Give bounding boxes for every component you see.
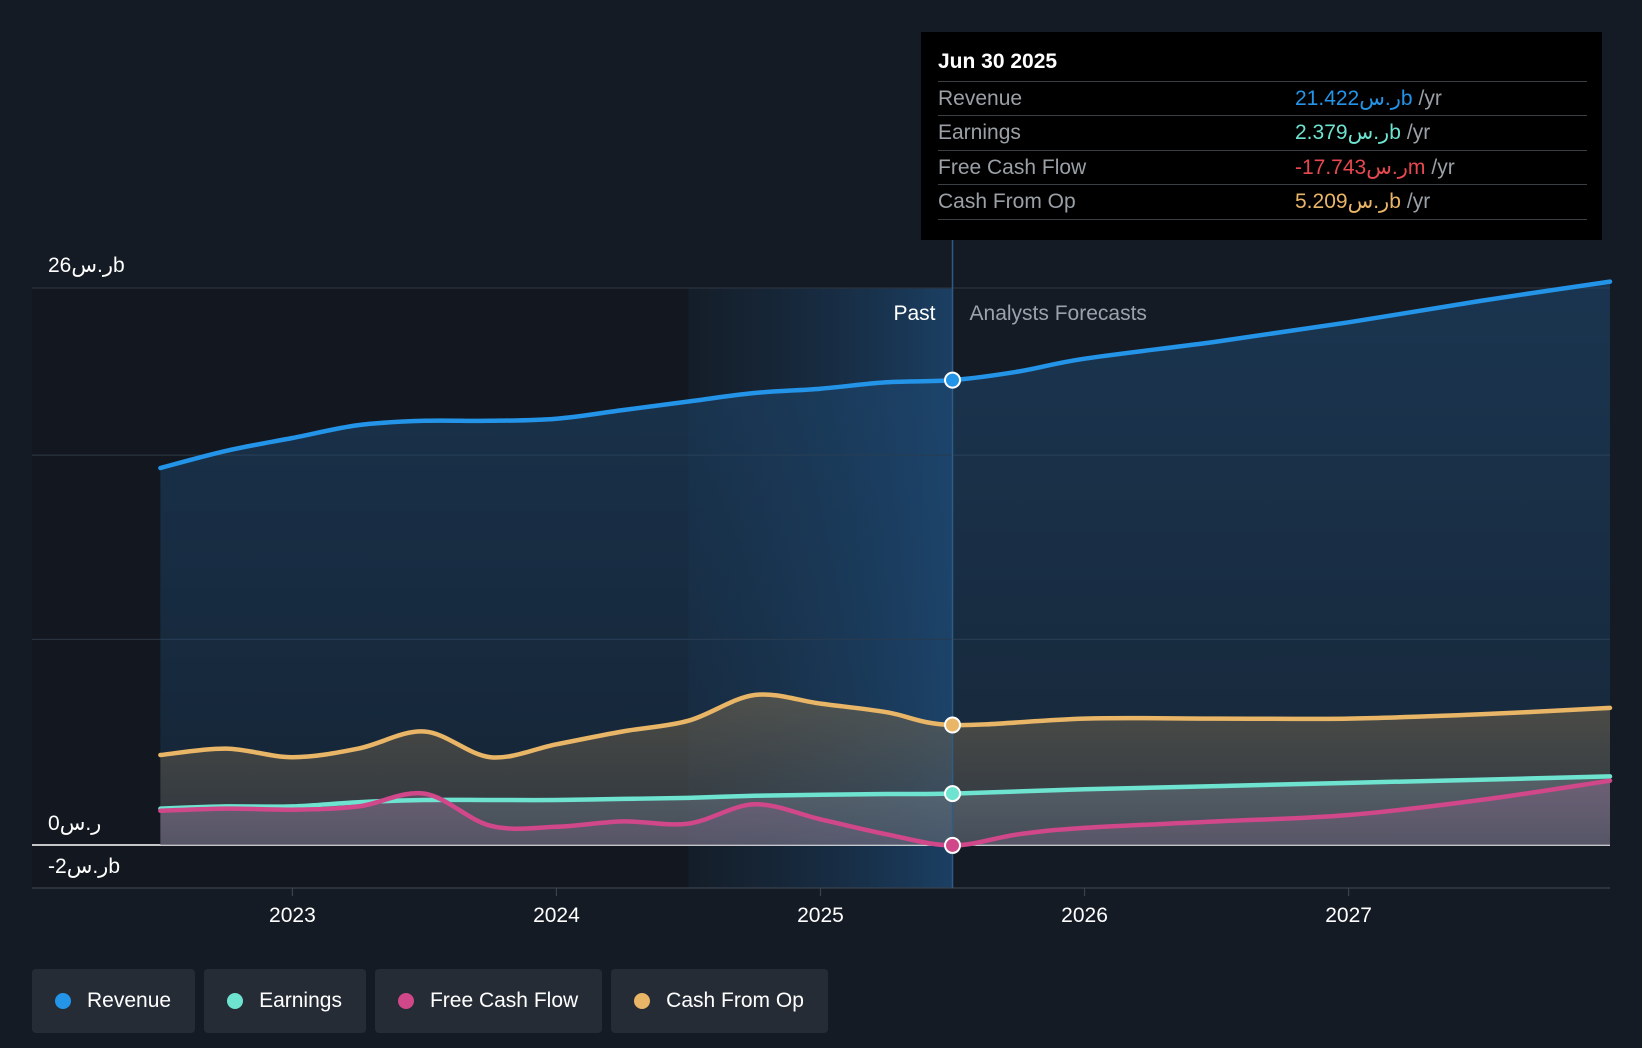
x-tick-label-3: 2026 [1061, 904, 1108, 927]
legend-dot-icon [55, 993, 71, 1009]
past-label: Past [893, 302, 935, 325]
tooltip-row-earnings: Earnings 2.379ر.سb/yr [938, 115, 1587, 150]
hover-markers [944, 371, 962, 854]
x-tick-label-1: 2024 [533, 904, 580, 927]
legend-label: Earnings [259, 989, 342, 1012]
tooltip-value-wrap: 5.209ر.سb/yr [1295, 185, 1430, 219]
y-axis-labels: 26ر.سb 0ر.س -2ر.سb [48, 254, 125, 878]
tooltip-unit: /yr [1406, 121, 1431, 144]
legend-dot-icon [227, 993, 244, 1009]
tooltip-label: Free Cash Flow [938, 156, 1087, 179]
legend: Revenue Earnings Free Cash Flow Cash Fro… [32, 969, 828, 1033]
x-tick-label-0: 2023 [269, 904, 316, 927]
tooltip-value-wrap: 21.422ر.سb/yr [1295, 82, 1442, 116]
tooltip-unit: /yr [1406, 190, 1431, 213]
tooltip-value-wrap: -17.743ر.سm/yr [1295, 151, 1455, 185]
legend-label: Revenue [87, 989, 172, 1012]
marker-earnings [944, 785, 962, 803]
tooltip-unit: /yr [1431, 156, 1455, 179]
tooltip-row-free-cash-flow: Free Cash Flow -17.743ر.سm/yr [938, 150, 1587, 185]
y-tick-label-1: 0ر.س [48, 812, 101, 835]
forecast-label: Analysts Forecasts [970, 302, 1147, 325]
line-earnings [158, 774, 1613, 811]
tooltip-row-revenue: Revenue 21.422ر.سb/yr [938, 81, 1587, 116]
line-cash-from-op [158, 692, 1613, 760]
tooltip-value: 2.379ر.سb [1295, 121, 1401, 144]
tooltip-value: 5.209ر.سb [1295, 190, 1401, 213]
tooltip-label: Earnings [938, 121, 1021, 144]
marker-cash-from-op [944, 716, 962, 734]
legend-item-cash-from-op[interactable]: Cash From Op [611, 969, 828, 1033]
marker-revenue [944, 371, 962, 389]
legend-item-earnings[interactable]: Earnings [204, 969, 366, 1033]
legend-dot-icon [634, 993, 651, 1009]
series-lines [158, 279, 1613, 848]
tooltip-label: Cash From Op [938, 190, 1076, 213]
tooltip-value: -17.743ر.سm [1295, 156, 1426, 179]
legend-item-revenue[interactable]: Revenue [32, 969, 196, 1033]
y-tick-label-2: -2ر.سb [48, 855, 120, 878]
tooltip-date: Jun 30 2025 [938, 50, 1058, 73]
tooltip-value-wrap: 2.379ر.سb/yr [1295, 116, 1430, 150]
legend-item-free-cash-flow[interactable]: Free Cash Flow [374, 969, 603, 1033]
marker-free-cash-flow [944, 836, 962, 854]
x-tick-label-4: 2027 [1325, 904, 1372, 927]
tooltip-value: 21.422ر.سb [1295, 87, 1413, 110]
legend-label: Cash From Op [666, 989, 804, 1012]
y-tick-label-0: 26ر.سb [48, 254, 125, 277]
line-free-cash-flow [158, 778, 1613, 848]
legend-label: Free Cash Flow [429, 989, 579, 1012]
tooltip: Jun 30 2025 Revenue 21.422ر.سb/yr Earnin… [921, 32, 1602, 240]
x-axis-labels: 2023 2024 2025 2026 2027 [269, 888, 1372, 927]
tooltip-unit: /yr [1418, 87, 1442, 110]
x-tick-label-2: 2025 [797, 904, 844, 927]
tooltip-label: Revenue [938, 87, 1023, 110]
tooltip-row-cash-from-op: Cash From Op 5.209ر.سb/yr [938, 184, 1587, 220]
legend-dot-icon [397, 993, 414, 1009]
line-revenue [158, 279, 1613, 471]
